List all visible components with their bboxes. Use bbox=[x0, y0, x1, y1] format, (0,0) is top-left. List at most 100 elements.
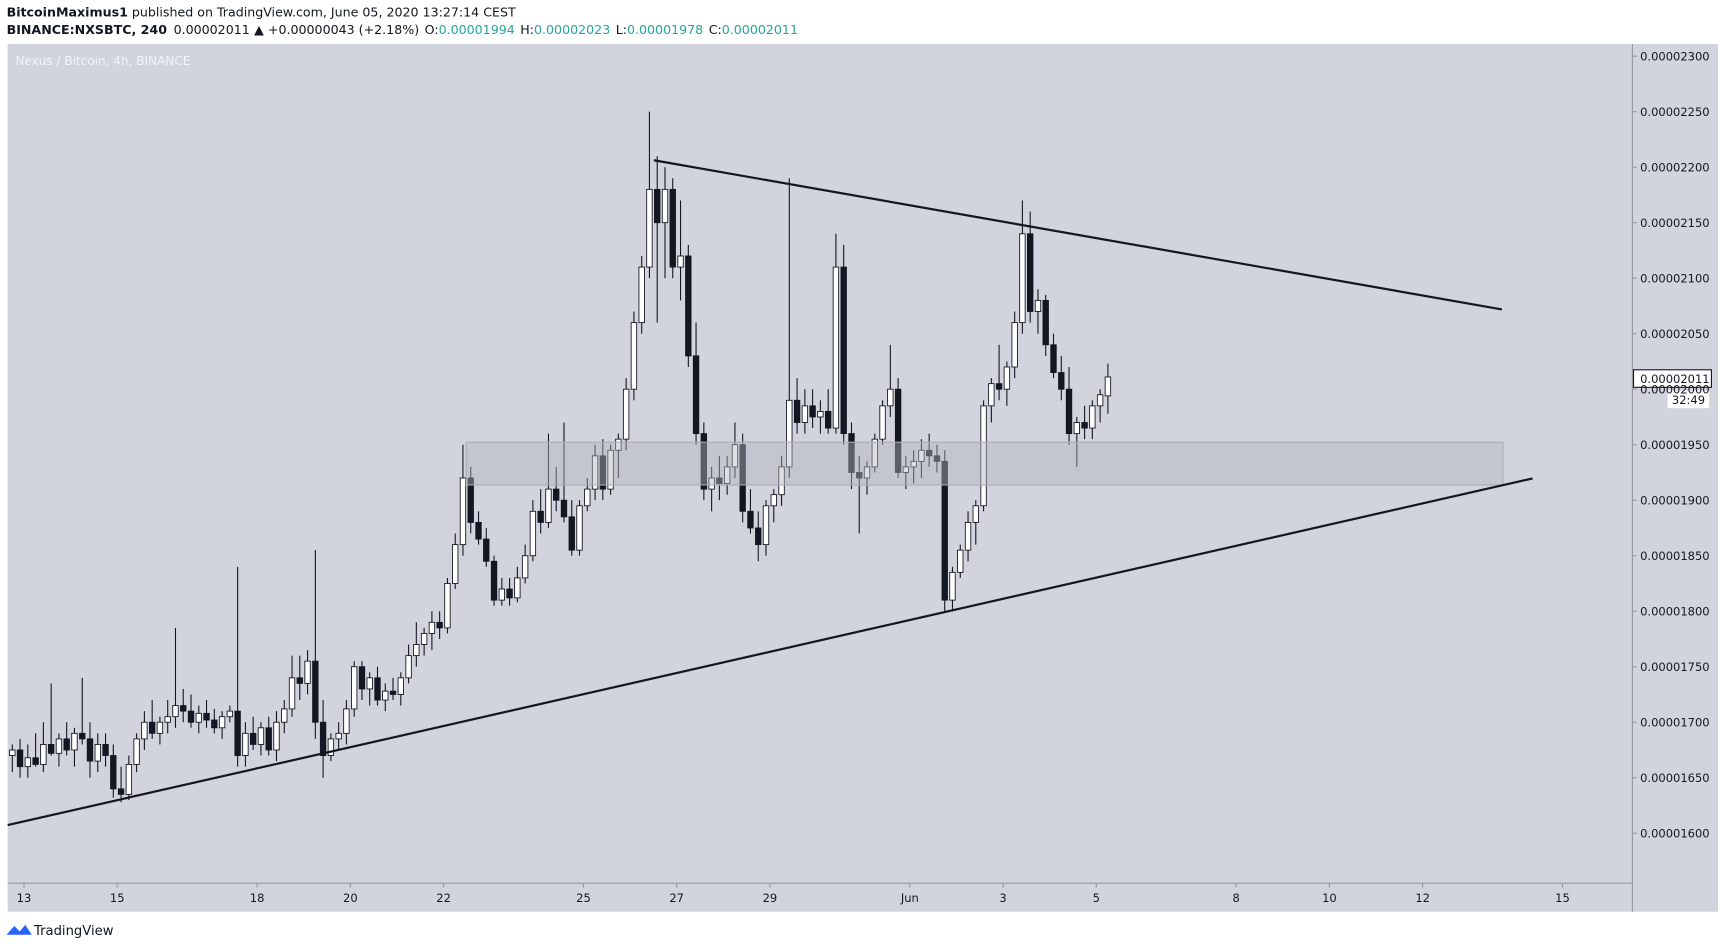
x-tick-label: 10 bbox=[1322, 891, 1337, 905]
candle-body bbox=[848, 433, 855, 473]
candle-body bbox=[180, 705, 187, 712]
author: BitcoinMaximus1 bbox=[7, 5, 128, 20]
candle-body bbox=[141, 721, 148, 740]
candle-body bbox=[413, 644, 420, 657]
candle-body bbox=[972, 505, 979, 523]
resistance-line bbox=[653, 159, 1503, 311]
candle-body bbox=[786, 399, 793, 468]
candle-body bbox=[716, 477, 723, 484]
candle-body bbox=[825, 410, 832, 429]
candle-body bbox=[685, 255, 692, 357]
candle-body bbox=[110, 755, 117, 790]
candle-body bbox=[40, 744, 47, 765]
y-tick-label: 0.00002000 bbox=[1640, 383, 1710, 397]
candle-body bbox=[94, 744, 101, 762]
candle-body bbox=[514, 577, 521, 599]
ohlc-value: 0.00001994 bbox=[439, 22, 515, 37]
candle-body bbox=[1058, 372, 1065, 390]
candle-body bbox=[452, 544, 459, 584]
x-tick-label: 13 bbox=[17, 891, 32, 905]
brand: TradingView bbox=[33, 924, 114, 939]
candle-body bbox=[211, 719, 218, 729]
change: ▲ +0.00000043 (+2.18%) bbox=[254, 22, 419, 37]
candle-body bbox=[490, 560, 498, 601]
candle-body bbox=[382, 690, 389, 701]
x-tick-label: 15 bbox=[110, 891, 125, 905]
symbol: BINANCE:NXSBTC, 240 bbox=[7, 22, 168, 37]
ohlc-label: C: bbox=[709, 22, 722, 37]
candle-body bbox=[521, 555, 529, 579]
y-tick-label: 0.00001950 bbox=[1640, 438, 1710, 452]
candle-body bbox=[498, 588, 506, 601]
candle-body bbox=[638, 266, 645, 324]
candle-body bbox=[1034, 299, 1042, 312]
candle-body bbox=[809, 405, 816, 418]
candle-body bbox=[576, 505, 583, 551]
candle-body bbox=[203, 712, 210, 721]
candle-body bbox=[63, 738, 70, 751]
brand-logo bbox=[6, 924, 32, 935]
candle-body bbox=[483, 538, 490, 562]
y-tick-label: 0.00002100 bbox=[1640, 272, 1710, 286]
candle-body bbox=[389, 690, 397, 695]
candle-body bbox=[615, 438, 622, 451]
candle-body bbox=[622, 388, 630, 440]
candle-body bbox=[47, 744, 55, 754]
candle-body bbox=[475, 521, 482, 540]
candle-body bbox=[467, 477, 474, 523]
countdown-box bbox=[1667, 390, 1710, 409]
support-zone bbox=[465, 441, 1504, 486]
candle-body bbox=[739, 444, 746, 512]
candle-body bbox=[102, 744, 109, 756]
ohlc-value: 0.00002023 bbox=[534, 22, 610, 37]
candle-body bbox=[242, 732, 249, 756]
candle-body bbox=[195, 712, 202, 723]
x-tick-label: 27 bbox=[669, 891, 684, 905]
candle-body bbox=[957, 549, 964, 573]
candle-body bbox=[1073, 422, 1080, 435]
candle-body bbox=[234, 710, 241, 756]
candle-body bbox=[9, 749, 16, 756]
candle-body bbox=[459, 477, 467, 546]
candle-body bbox=[79, 732, 86, 740]
candle-body bbox=[148, 721, 156, 734]
candle-body bbox=[692, 355, 700, 435]
header-line-1: BitcoinMaximus1 published on TradingView… bbox=[7, 5, 516, 20]
candle-body bbox=[584, 488, 591, 507]
price-label: 0.00002011 bbox=[1640, 372, 1710, 386]
support-line bbox=[7, 477, 1533, 827]
candle-body bbox=[24, 757, 32, 768]
candle-body bbox=[187, 710, 195, 723]
candle-body bbox=[335, 732, 342, 740]
candle-body bbox=[747, 510, 754, 529]
y-tick-label: 0.00001750 bbox=[1640, 660, 1710, 674]
candle-body bbox=[677, 255, 684, 268]
candle-body bbox=[646, 188, 653, 268]
candle-body bbox=[856, 472, 863, 479]
candle-body bbox=[172, 705, 179, 718]
candle-body bbox=[1089, 405, 1096, 429]
candle-body bbox=[723, 466, 731, 484]
candle-body bbox=[630, 322, 638, 390]
candle-body bbox=[762, 505, 770, 546]
ohlc-label: H: bbox=[520, 22, 534, 37]
candle-body bbox=[1019, 233, 1026, 324]
candle-body bbox=[964, 521, 972, 551]
candle-body bbox=[273, 721, 280, 751]
candle-body bbox=[918, 449, 925, 462]
candle-body bbox=[71, 732, 78, 751]
last-price: 0.00002011 bbox=[174, 22, 250, 37]
candle-body bbox=[351, 666, 358, 710]
x-tick-label: 15 bbox=[1555, 891, 1570, 905]
candle-body bbox=[428, 621, 436, 634]
header-line-2: BINANCE:NXSBTC, 240 0.00002011 ▲ +0.000000… bbox=[7, 22, 798, 37]
plot-area bbox=[9, 111, 1112, 803]
ohlc-value: 0.00002011 bbox=[722, 22, 798, 37]
candle-body bbox=[941, 460, 948, 601]
candle-body bbox=[1011, 322, 1018, 368]
candle-body bbox=[599, 455, 606, 490]
ohlc-label: L: bbox=[616, 22, 627, 37]
x-tick-label: 25 bbox=[576, 891, 591, 905]
candle-body bbox=[910, 460, 917, 468]
